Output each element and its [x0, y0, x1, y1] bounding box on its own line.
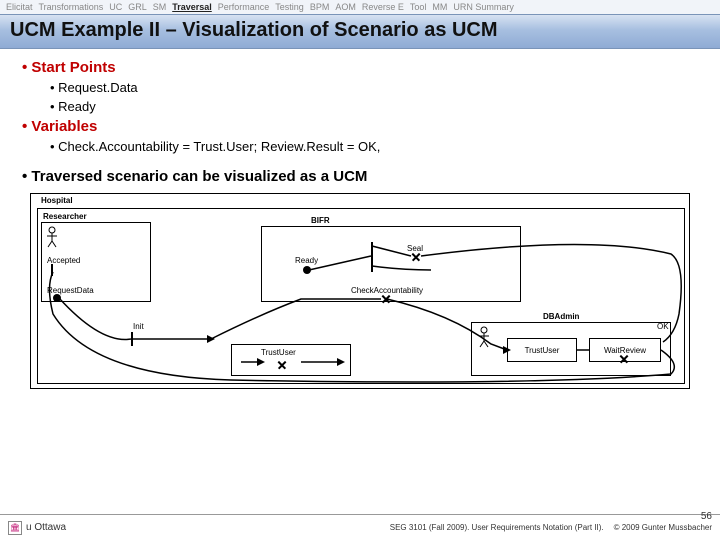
ucm-diagram: Hospital Researcher Accepted RequestData… — [30, 193, 690, 389]
nav-item-reverse-e[interactable]: Reverse E — [362, 2, 404, 12]
bullet-ready: Ready — [50, 99, 698, 114]
nav-item-tool[interactable]: Tool — [410, 2, 427, 12]
page-number: 56 — [701, 511, 712, 522]
uni-logo-icon: 🏛 — [8, 521, 22, 535]
nav-item-transformations[interactable]: Transformations — [39, 2, 104, 12]
bullet-variables: Variables — [22, 118, 698, 135]
nav-item-sm[interactable]: SM — [153, 2, 167, 12]
nav-item-aom[interactable]: AOM — [335, 2, 356, 12]
diagram-paths — [31, 194, 689, 388]
breadcrumb-nav: Elicitat Transformations UC GRL SM Traversal P… — [0, 0, 720, 14]
footer-course: SEG 3101 (Fall 2009). User Requirements … — [390, 523, 604, 532]
bullet-start-points: Start Points — [22, 59, 698, 76]
nav-item-urn-summary[interactable]: URN Summary — [453, 2, 514, 12]
nav-item-traversal[interactable]: Traversal — [172, 2, 212, 12]
bullet-check-acct: Check.Accountability = Trust.User; Revie… — [50, 139, 698, 154]
slide-footer: 56 🏛 u Ottawa SEG 3101 (Fall 2009). User… — [0, 514, 720, 540]
nav-item-performance[interactable]: Performance — [218, 2, 270, 12]
slide-content: Start Points Request.Data Ready Variable… — [0, 49, 720, 187]
nav-item-elicitat[interactable]: Elicitat — [6, 2, 33, 12]
nav-item-uc[interactable]: UC — [109, 2, 122, 12]
nav-item-testing[interactable]: Testing — [275, 2, 304, 12]
uni-logo: 🏛 u Ottawa — [8, 521, 66, 535]
nav-item-mm[interactable]: MM — [432, 2, 447, 12]
nav-item-bpm[interactable]: BPM — [310, 2, 330, 12]
bullet-traversed: Traversed scenario can be visualized as … — [22, 168, 698, 185]
uni-name: u Ottawa — [26, 522, 66, 533]
page-title: UCM Example II – Visualization of Scenar… — [10, 19, 710, 42]
nav-item-grl[interactable]: GRL — [128, 2, 147, 12]
title-bar: UCM Example II – Visualization of Scenar… — [0, 14, 720, 49]
bullet-request-data: Request.Data — [50, 80, 698, 95]
footer-copyright: © 2009 Gunter Mussbacher — [614, 523, 712, 532]
